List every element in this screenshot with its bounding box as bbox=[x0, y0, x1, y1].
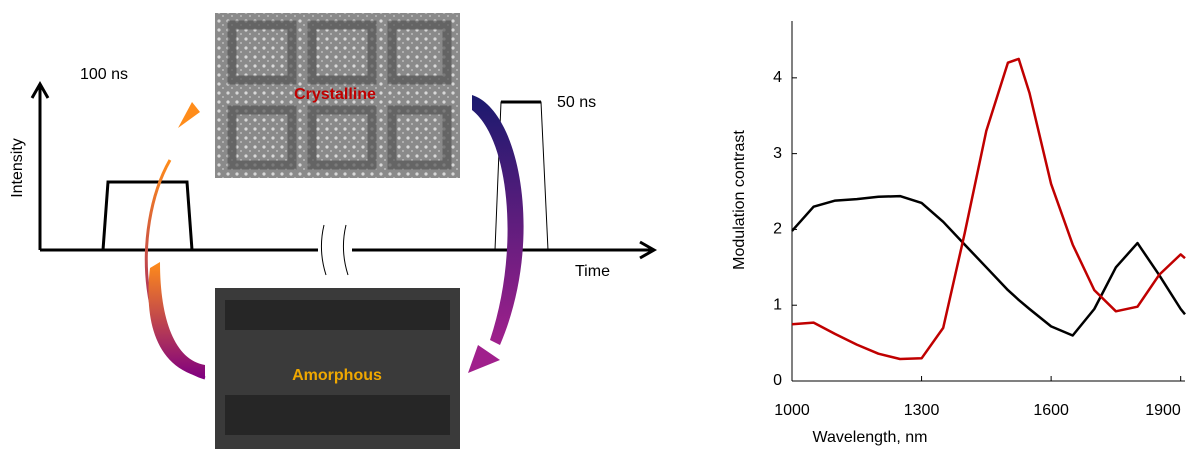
arrow bbox=[149, 262, 205, 378]
axis-break bbox=[318, 225, 352, 275]
x-tick-label: 1300 bbox=[904, 402, 940, 419]
axis-label: Time bbox=[575, 263, 610, 280]
label-crystalline: Crystalline bbox=[294, 86, 376, 103]
x-tick-label: 1000 bbox=[774, 402, 810, 419]
y-tick-label: 4 bbox=[773, 69, 782, 86]
diagram: Crystalline Amorphous 100 ns 50 ns Time … bbox=[9, 13, 654, 449]
x-tick-label: 1600 bbox=[1033, 402, 1069, 419]
arrow-head bbox=[468, 345, 500, 373]
data-line bbox=[792, 59, 1185, 359]
y-tick-label: 0 bbox=[773, 372, 782, 389]
pulse-label: 100 ns bbox=[80, 66, 128, 83]
y-tick-label: 1 bbox=[773, 296, 782, 313]
y-tick-label: 2 bbox=[773, 221, 782, 238]
figure: Crystalline Amorphous 100 ns 50 ns Time … bbox=[0, 0, 1186, 449]
pulse-label: 50 ns bbox=[557, 94, 596, 111]
x-axis-label: Wavelength, nm bbox=[812, 429, 927, 446]
label-amorphous: Amorphous bbox=[292, 367, 382, 384]
x-tick-label: 1900 bbox=[1145, 402, 1181, 419]
arrow-head bbox=[178, 102, 200, 128]
y-axis-label: Modulation contrast bbox=[731, 130, 748, 270]
arrow bbox=[472, 95, 524, 345]
y-tick-label: 3 bbox=[773, 145, 782, 162]
data-line bbox=[792, 196, 1185, 335]
axis-label: Intensity bbox=[9, 138, 26, 198]
